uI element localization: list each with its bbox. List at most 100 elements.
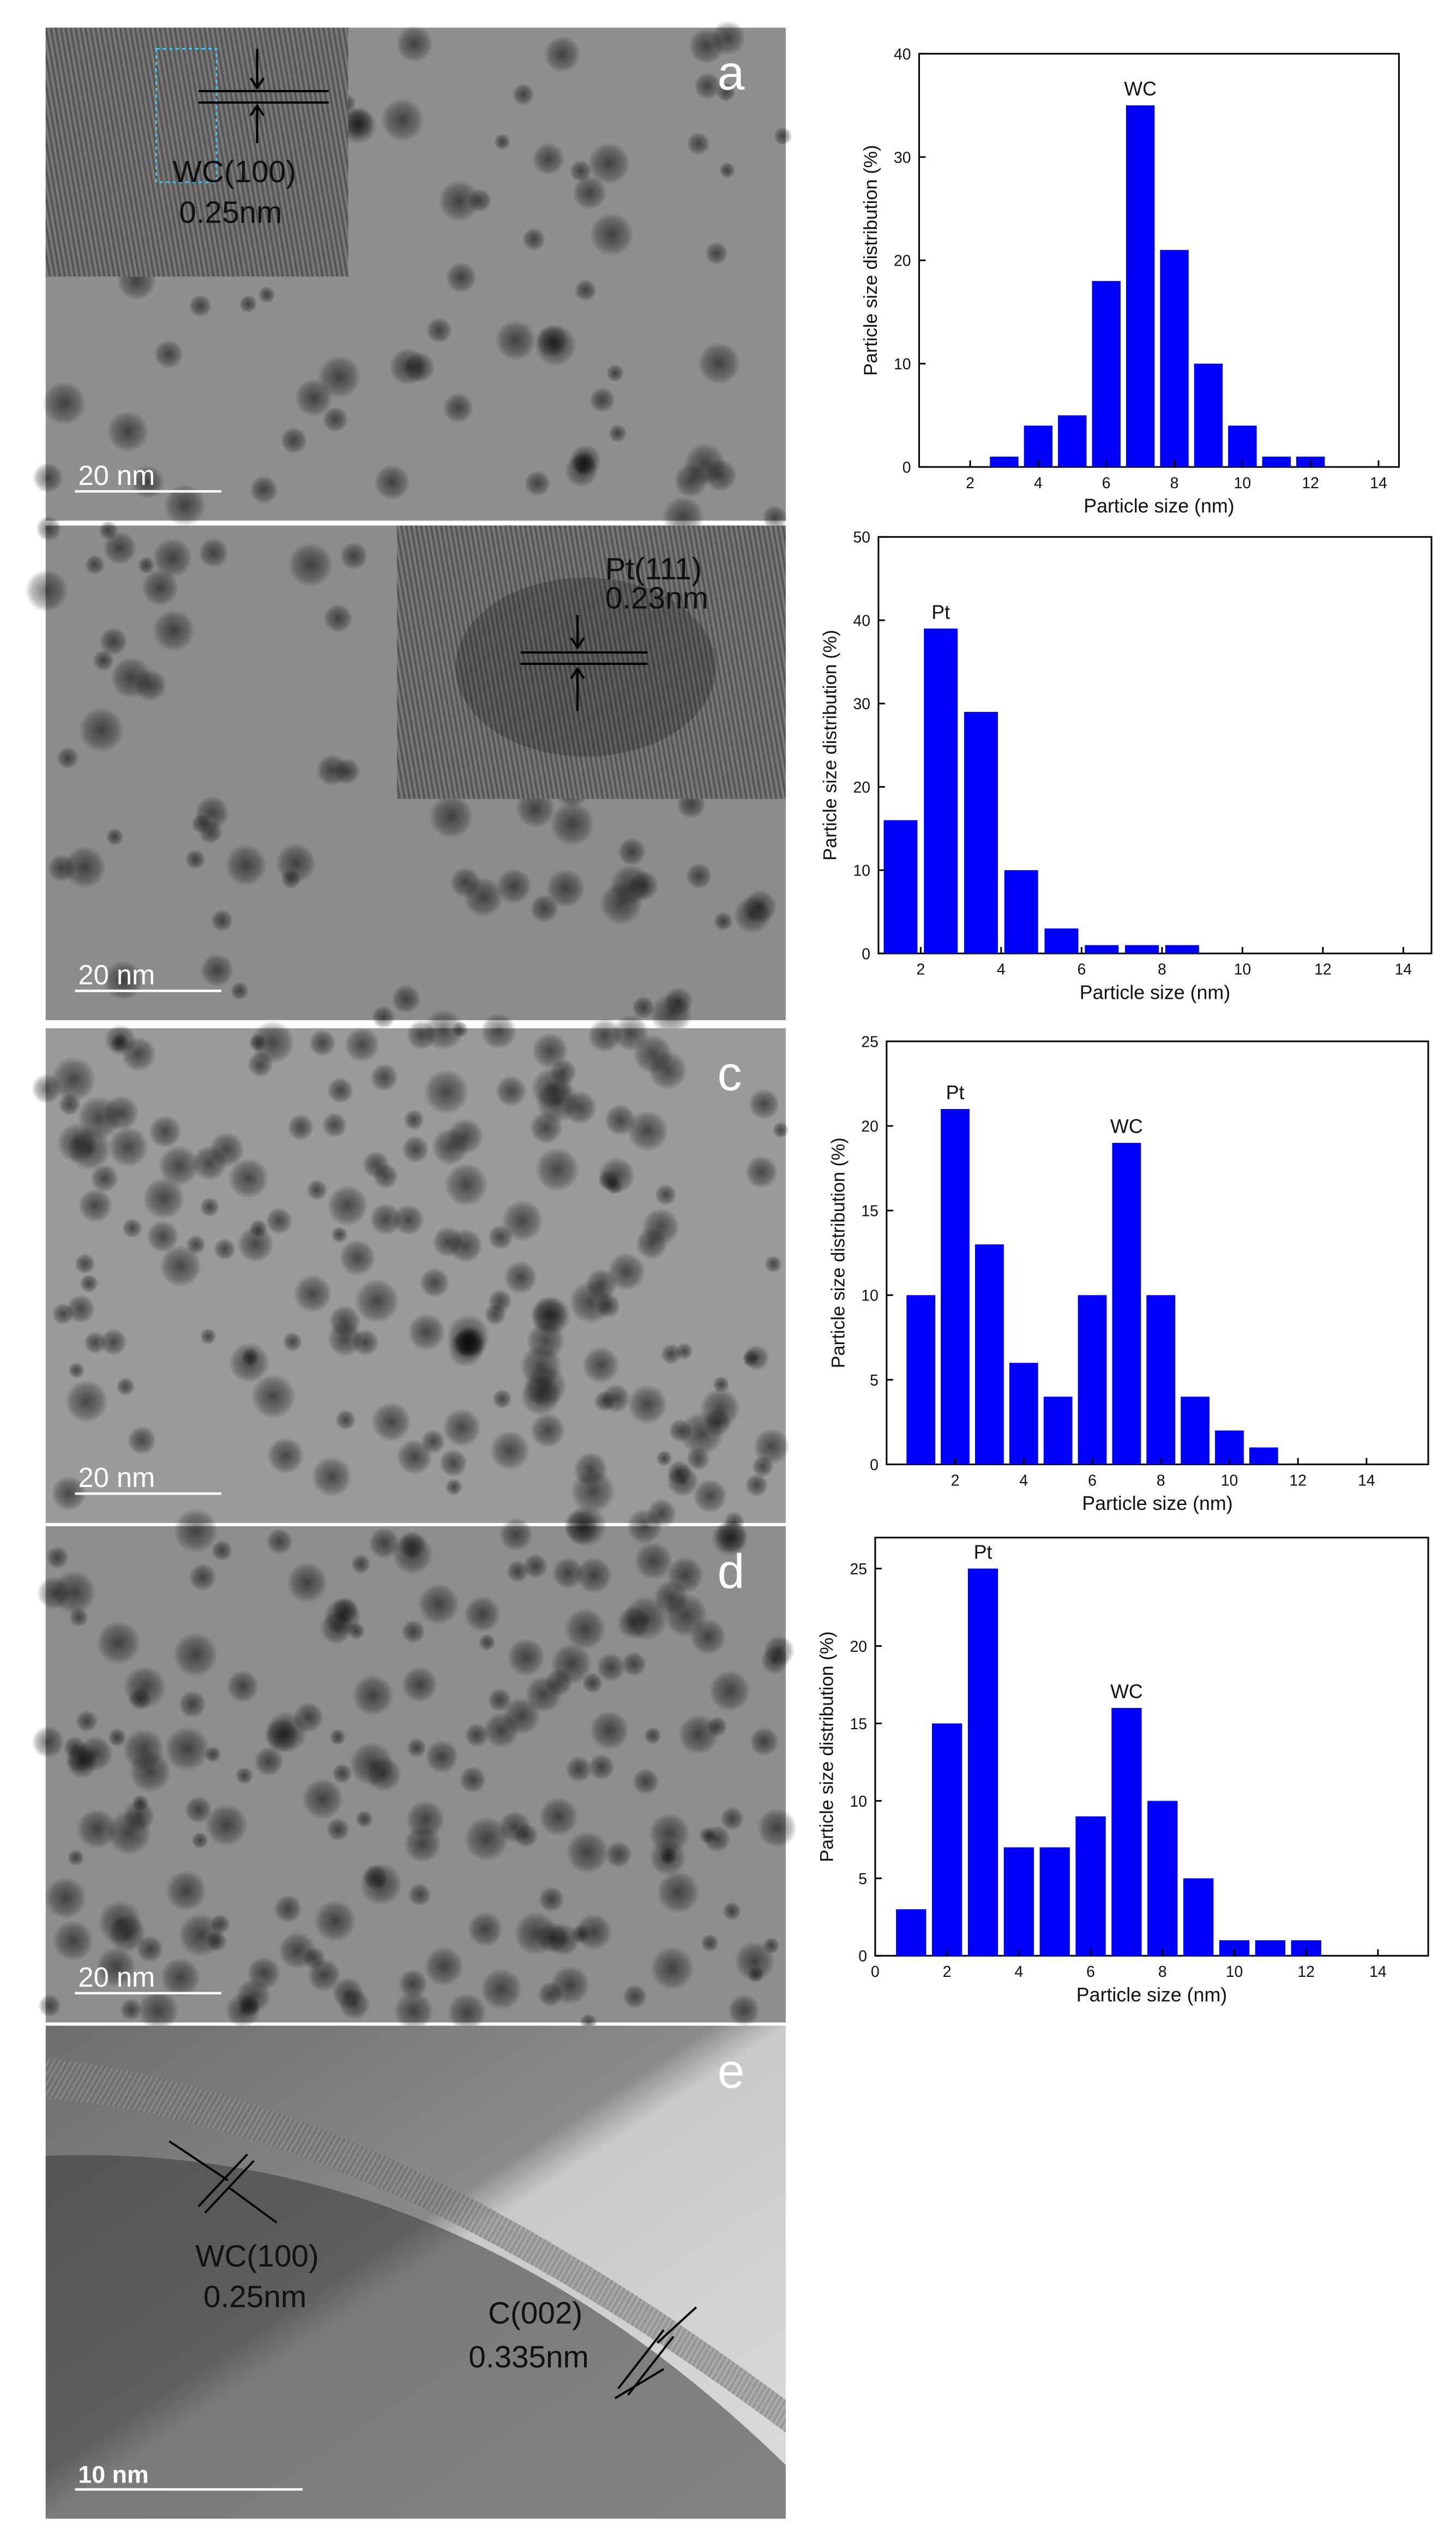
- particle: [708, 1670, 751, 1712]
- particle: [287, 1114, 314, 1141]
- scale-bar-label: 20 nm: [78, 1462, 155, 1493]
- particle: [589, 387, 616, 413]
- particle: [280, 869, 301, 889]
- particle: [406, 1800, 445, 1839]
- particle: [335, 1409, 356, 1430]
- particle: [93, 650, 115, 672]
- particle: [146, 1220, 179, 1253]
- particle: [442, 392, 474, 424]
- particle: [463, 877, 504, 918]
- particle: [569, 1280, 613, 1324]
- inset-image: [397, 525, 786, 799]
- particle: [32, 462, 63, 493]
- particle: [258, 286, 275, 303]
- bar: [1194, 363, 1223, 467]
- particle: [103, 531, 137, 565]
- histogram: 2 4 6 8 10 12 14 0 5 10 15 20 25 Particle size (nm) Pa…: [828, 1033, 1429, 1514]
- particle: [727, 1994, 760, 2027]
- particle: [210, 909, 233, 932]
- particle: [264, 1711, 308, 1754]
- particle: [51, 1476, 87, 1512]
- particle: [116, 1377, 135, 1396]
- particle: [492, 1389, 512, 1409]
- particle: [67, 1127, 112, 1171]
- particle: [79, 1274, 99, 1293]
- particle: [189, 1563, 216, 1591]
- particle: [495, 319, 537, 362]
- x-tick-label: 2: [916, 961, 925, 979]
- particle: [550, 1965, 590, 2005]
- particle: [751, 1455, 774, 1478]
- particle: [634, 1542, 673, 1580]
- particle: [66, 1294, 95, 1324]
- particle: [574, 279, 597, 302]
- particle: [762, 1937, 780, 1954]
- y-tick-label: 0: [862, 945, 870, 963]
- particle: [656, 1450, 672, 1467]
- particle: [209, 1132, 245, 1168]
- particle: [340, 106, 377, 145]
- particle: [719, 162, 736, 179]
- particle: [142, 1177, 185, 1220]
- y-tick-label: 30: [853, 696, 870, 713]
- particle: [444, 1162, 489, 1207]
- particle: [198, 820, 223, 844]
- particle: [75, 1710, 98, 1732]
- particle: [601, 1383, 631, 1413]
- bar: [1024, 425, 1053, 467]
- bar: [1044, 928, 1079, 954]
- y-tick-label: 20: [861, 1118, 879, 1136]
- particle: [711, 1520, 748, 1557]
- particle: [425, 1740, 459, 1774]
- particle: [389, 347, 427, 386]
- particle: [200, 1328, 217, 1345]
- particle: [99, 627, 128, 656]
- particle: [423, 1009, 465, 1051]
- bar: [1125, 945, 1159, 954]
- particle: [195, 796, 230, 830]
- inset: [45, 27, 348, 277]
- particle: [532, 142, 565, 176]
- y-tick-label: 20: [853, 779, 870, 796]
- micrograph-annotation: 0.25nm: [179, 196, 282, 230]
- particle: [701, 1934, 719, 1952]
- particle: [173, 1508, 219, 1554]
- particle: [530, 1413, 565, 1448]
- particle: [447, 1993, 487, 2033]
- particle: [494, 133, 510, 150]
- particle: [185, 849, 206, 870]
- bar: [1165, 945, 1199, 954]
- particle: [734, 1941, 775, 1982]
- particle: [550, 801, 595, 847]
- particle: [604, 1104, 636, 1136]
- particle: [36, 515, 62, 542]
- particle: [459, 1766, 486, 1794]
- x-tick-label: 10: [1226, 1963, 1243, 1981]
- particle: [621, 1651, 647, 1677]
- particle: [394, 1991, 434, 2031]
- micrograph-annotation: WC(100): [195, 2239, 319, 2274]
- particle: [395, 25, 433, 63]
- particle: [326, 1818, 350, 1842]
- particle: [720, 1807, 744, 1831]
- particle: [191, 1832, 209, 1849]
- particle: [56, 747, 79, 769]
- particle: [570, 1469, 616, 1514]
- particle: [631, 996, 655, 1020]
- particle: [123, 1665, 166, 1709]
- particle: [772, 1122, 790, 1138]
- particle: [327, 1185, 369, 1226]
- bar: [1111, 1708, 1142, 1956]
- scale-bar-label: 20 nm: [78, 1962, 155, 1993]
- particle: [747, 1966, 765, 1983]
- bar: [1255, 1940, 1285, 1956]
- particle: [314, 1899, 357, 1943]
- micrograph-annotation: 0.335nm: [468, 2340, 588, 2375]
- x-tick-label: 0: [871, 1963, 880, 1981]
- particle: [420, 1429, 446, 1454]
- particle: [63, 846, 106, 889]
- x-tick-label: 6: [1088, 1472, 1097, 1489]
- particle: [713, 912, 733, 931]
- particle: [103, 1095, 139, 1131]
